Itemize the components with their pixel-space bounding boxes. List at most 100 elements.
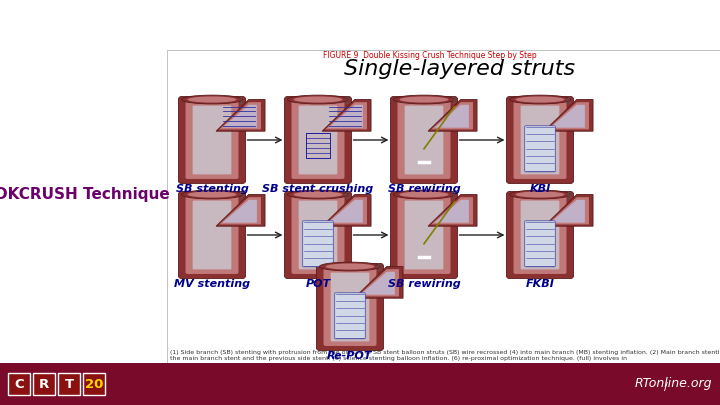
FancyBboxPatch shape: [193, 106, 231, 175]
Polygon shape: [431, 102, 473, 130]
Polygon shape: [357, 269, 399, 296]
Bar: [8, 373, 30, 395]
Text: MV stenting: MV stenting: [174, 279, 250, 289]
FancyBboxPatch shape: [179, 96, 246, 183]
Polygon shape: [428, 100, 477, 131]
FancyBboxPatch shape: [299, 200, 338, 269]
FancyBboxPatch shape: [506, 192, 574, 279]
Ellipse shape: [325, 263, 374, 270]
Text: SB stenting: SB stenting: [176, 184, 248, 194]
Polygon shape: [325, 102, 367, 130]
Text: KBI: KBI: [529, 184, 551, 194]
Text: C: C: [14, 377, 24, 390]
Ellipse shape: [393, 95, 454, 104]
Text: POT: POT: [305, 279, 330, 289]
Bar: [167, 50, 720, 363]
Ellipse shape: [510, 190, 571, 199]
Polygon shape: [222, 105, 257, 128]
FancyBboxPatch shape: [506, 96, 574, 183]
Polygon shape: [328, 200, 363, 223]
Bar: [83, 373, 105, 395]
Polygon shape: [360, 272, 395, 295]
Text: R: R: [39, 377, 49, 390]
Polygon shape: [322, 194, 371, 226]
Text: 2: 2: [344, 97, 349, 106]
Text: Re-POT: Re-POT: [328, 351, 373, 361]
Ellipse shape: [294, 192, 343, 198]
Ellipse shape: [181, 190, 243, 199]
Polygon shape: [544, 100, 593, 131]
Text: /: /: [665, 382, 668, 392]
Polygon shape: [434, 105, 469, 128]
FancyBboxPatch shape: [186, 196, 238, 274]
Text: FKBI: FKBI: [526, 279, 554, 289]
FancyBboxPatch shape: [405, 106, 444, 175]
Ellipse shape: [516, 96, 564, 102]
Polygon shape: [428, 194, 477, 226]
Ellipse shape: [187, 192, 236, 198]
Text: SB rewiring: SB rewiring: [387, 184, 460, 194]
Text: 4: 4: [566, 97, 571, 106]
Ellipse shape: [287, 190, 348, 199]
Polygon shape: [325, 197, 367, 224]
Bar: [33, 373, 55, 395]
FancyBboxPatch shape: [284, 192, 351, 279]
FancyBboxPatch shape: [299, 106, 338, 175]
Text: 3: 3: [450, 97, 455, 106]
Polygon shape: [219, 102, 261, 130]
Text: RTonline.org: RTonline.org: [634, 377, 712, 390]
Ellipse shape: [181, 95, 243, 104]
FancyBboxPatch shape: [292, 101, 344, 179]
FancyBboxPatch shape: [525, 126, 555, 172]
Polygon shape: [434, 200, 469, 223]
Polygon shape: [216, 194, 265, 226]
Text: SB stent crushing: SB stent crushing: [262, 184, 374, 194]
FancyBboxPatch shape: [397, 196, 451, 274]
FancyBboxPatch shape: [397, 101, 451, 179]
FancyBboxPatch shape: [390, 192, 458, 279]
Polygon shape: [544, 194, 593, 226]
Text: DKCRUSH Technique: DKCRUSH Technique: [0, 188, 169, 202]
Polygon shape: [219, 197, 261, 224]
Ellipse shape: [320, 262, 381, 271]
Ellipse shape: [400, 96, 449, 102]
Text: 5: 5: [238, 192, 243, 201]
FancyBboxPatch shape: [521, 106, 559, 175]
Text: SB rewiring: SB rewiring: [387, 279, 460, 289]
Polygon shape: [354, 266, 403, 298]
FancyBboxPatch shape: [186, 101, 238, 179]
FancyBboxPatch shape: [335, 293, 365, 339]
Ellipse shape: [187, 96, 236, 102]
Text: Single-layered struts: Single-layered struts: [344, 59, 575, 79]
Polygon shape: [431, 197, 473, 224]
FancyBboxPatch shape: [284, 96, 351, 183]
Polygon shape: [547, 197, 589, 224]
Polygon shape: [550, 200, 585, 223]
Polygon shape: [222, 200, 257, 223]
Polygon shape: [550, 105, 585, 128]
Bar: [0, 363, 720, 405]
FancyBboxPatch shape: [292, 196, 344, 274]
Text: 6: 6: [344, 192, 349, 201]
Text: 8: 8: [566, 192, 571, 201]
Text: T: T: [64, 377, 73, 390]
Bar: [58, 373, 80, 395]
Text: 1: 1: [238, 97, 243, 106]
Polygon shape: [547, 102, 589, 130]
FancyBboxPatch shape: [405, 200, 444, 269]
FancyBboxPatch shape: [316, 264, 384, 350]
Ellipse shape: [510, 95, 571, 104]
Ellipse shape: [393, 190, 454, 199]
FancyBboxPatch shape: [513, 101, 567, 179]
FancyBboxPatch shape: [193, 200, 231, 269]
Ellipse shape: [400, 192, 449, 198]
Text: 9: 9: [376, 264, 381, 273]
Polygon shape: [216, 100, 265, 131]
FancyBboxPatch shape: [330, 273, 369, 341]
Polygon shape: [328, 105, 363, 128]
Ellipse shape: [287, 95, 348, 104]
FancyBboxPatch shape: [525, 221, 555, 267]
Ellipse shape: [294, 96, 343, 102]
FancyBboxPatch shape: [521, 200, 559, 269]
Polygon shape: [322, 100, 371, 131]
